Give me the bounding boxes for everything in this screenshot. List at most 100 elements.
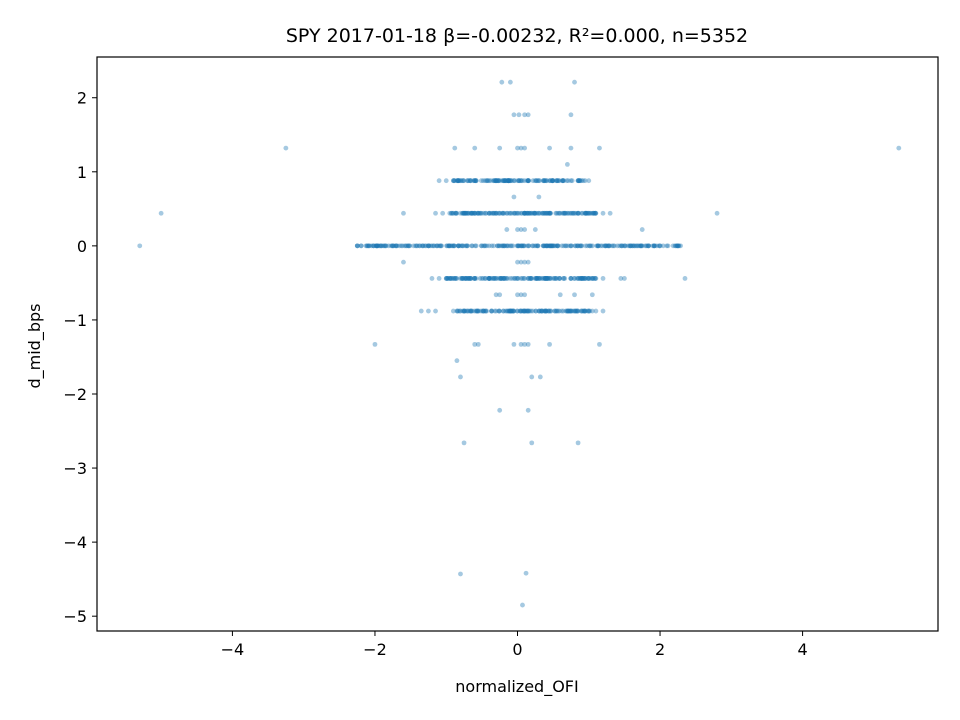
data-point xyxy=(524,210,530,216)
data-point xyxy=(540,276,546,281)
data-point xyxy=(465,308,471,314)
data-point xyxy=(546,308,552,314)
data-point xyxy=(489,243,495,249)
data-point xyxy=(536,210,542,216)
data-point xyxy=(565,243,571,249)
data-point xyxy=(525,178,531,184)
data-point xyxy=(575,178,581,184)
data-point xyxy=(564,178,570,184)
data-point xyxy=(463,243,468,249)
data-point xyxy=(555,243,560,249)
data-point xyxy=(590,276,596,281)
data-point xyxy=(560,178,566,184)
data-point xyxy=(378,243,384,249)
data-point xyxy=(565,210,571,216)
data-point xyxy=(543,308,549,314)
data-point xyxy=(493,276,499,281)
data-point xyxy=(553,243,558,249)
data-point xyxy=(512,210,518,216)
data-point xyxy=(639,227,645,232)
data-point xyxy=(539,308,545,314)
data-point xyxy=(578,243,583,249)
data-point xyxy=(469,210,475,216)
data-point xyxy=(437,243,443,249)
data-point xyxy=(448,276,454,281)
data-point xyxy=(552,308,558,314)
data-point xyxy=(487,276,492,281)
data-point xyxy=(599,243,605,249)
data-point xyxy=(568,308,574,314)
data-point xyxy=(445,276,451,281)
data-point xyxy=(480,308,486,314)
data-point xyxy=(522,210,528,216)
x-axis-title: normalized_OFI xyxy=(455,677,578,697)
data-point xyxy=(645,243,650,249)
data-point xyxy=(547,178,553,184)
data-point xyxy=(440,210,446,216)
data-point xyxy=(547,341,552,347)
data-point xyxy=(460,178,466,184)
data-point xyxy=(487,276,492,281)
data-point xyxy=(575,210,581,216)
data-point xyxy=(542,276,548,281)
data-point xyxy=(473,243,479,249)
data-point xyxy=(534,276,540,281)
data-point xyxy=(494,178,500,184)
data-point xyxy=(555,210,561,216)
data-point xyxy=(548,243,554,249)
data-point xyxy=(468,276,474,281)
data-point xyxy=(472,178,478,184)
data-point xyxy=(450,210,456,216)
data-point xyxy=(627,243,633,249)
data-point xyxy=(575,210,581,216)
data-point xyxy=(509,308,515,314)
data-point xyxy=(458,276,463,281)
data-point xyxy=(426,243,432,249)
data-point xyxy=(580,210,585,216)
data-point xyxy=(515,259,520,265)
data-point xyxy=(480,308,486,314)
x-axis: −4 −2 0 2 4 xyxy=(221,631,808,659)
data-point xyxy=(472,341,478,347)
data-point xyxy=(550,276,556,281)
data-point xyxy=(540,243,546,249)
data-point xyxy=(535,243,541,249)
data-point xyxy=(644,243,649,249)
data-point xyxy=(505,308,511,314)
data-point xyxy=(587,243,593,249)
data-point xyxy=(561,276,567,281)
data-point xyxy=(452,276,458,281)
data-point xyxy=(675,243,681,249)
data-point xyxy=(373,243,379,249)
data-point xyxy=(398,243,404,249)
data-point xyxy=(521,243,526,249)
data-point xyxy=(561,276,566,281)
data-point xyxy=(509,210,515,216)
data-point xyxy=(375,243,381,249)
data-point xyxy=(497,210,503,216)
data-point xyxy=(534,210,539,216)
data-point xyxy=(575,308,580,314)
data-point xyxy=(514,308,520,314)
data-point xyxy=(552,276,557,281)
data-point xyxy=(473,308,479,314)
data-point xyxy=(562,276,568,281)
data-point xyxy=(406,243,412,249)
data-point xyxy=(520,178,525,184)
data-point xyxy=(472,210,477,216)
data-point xyxy=(579,276,585,281)
data-point xyxy=(458,374,463,380)
x-tick-label: −4 xyxy=(221,640,245,659)
data-point xyxy=(552,308,558,314)
data-point xyxy=(540,243,546,249)
data-point xyxy=(522,210,527,216)
y-tick-label: 1 xyxy=(77,163,87,182)
data-point xyxy=(573,243,578,249)
data-point xyxy=(541,178,546,184)
data-point xyxy=(528,276,533,281)
data-point xyxy=(535,243,540,249)
x-tick-label: −2 xyxy=(363,640,387,659)
data-point xyxy=(627,243,633,249)
data-point xyxy=(465,210,471,216)
data-point xyxy=(536,276,542,281)
